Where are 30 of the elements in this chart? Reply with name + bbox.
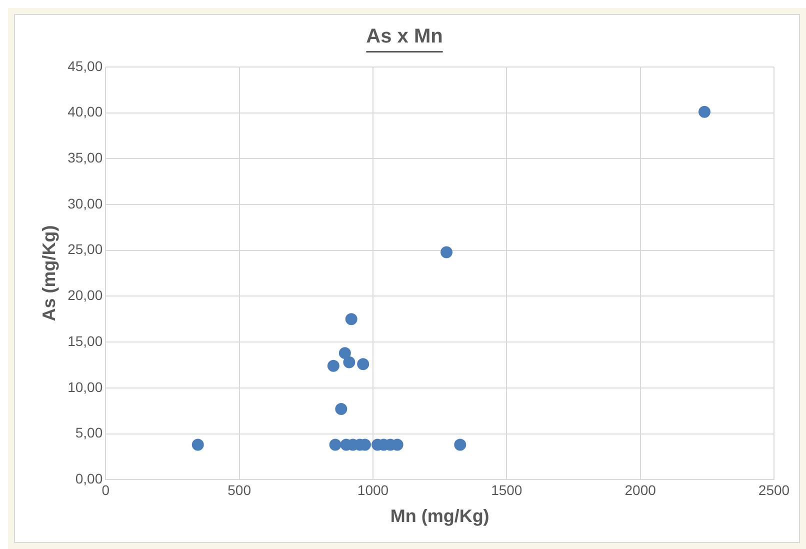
- y-tick-label: 40,00: [68, 104, 103, 120]
- x-tick-label: 1000: [357, 482, 389, 498]
- x-tick-label: 2500: [758, 482, 790, 498]
- point: [343, 356, 356, 368]
- x-tick-label: 500: [228, 482, 252, 498]
- point: [698, 106, 710, 118]
- point: [454, 438, 466, 451]
- point: [335, 403, 348, 415]
- y-axis-title: As (mg/Kg): [38, 225, 59, 322]
- x-axis-title: Mn (mg/Kg): [390, 506, 490, 526]
- point: [338, 347, 351, 360]
- y-tick-label: 30,00: [68, 195, 103, 212]
- x-tick-label: 0: [102, 482, 110, 498]
- y-tick-label: 35,00: [68, 150, 103, 166]
- x-tick-label: 1500: [491, 482, 522, 498]
- point: [345, 313, 358, 326]
- point: [327, 360, 340, 372]
- y-tick-label: 10,00: [68, 378, 103, 395]
- point: [329, 438, 342, 451]
- y-tick-label: 15,00: [68, 332, 103, 349]
- y-tick-label: 0,00: [75, 470, 103, 486]
- x-tick-label: 2000: [624, 482, 656, 498]
- y-tick-label: 45,00: [68, 58, 103, 74]
- y-tick-label: 25,00: [68, 241, 103, 258]
- point: [357, 358, 370, 370]
- point: [192, 438, 204, 451]
- point: [440, 246, 452, 258]
- y-tick-label: 5,00: [75, 424, 103, 441]
- chart-title: As x Mn: [366, 26, 443, 48]
- y-tick-label: 20,00: [68, 287, 103, 304]
